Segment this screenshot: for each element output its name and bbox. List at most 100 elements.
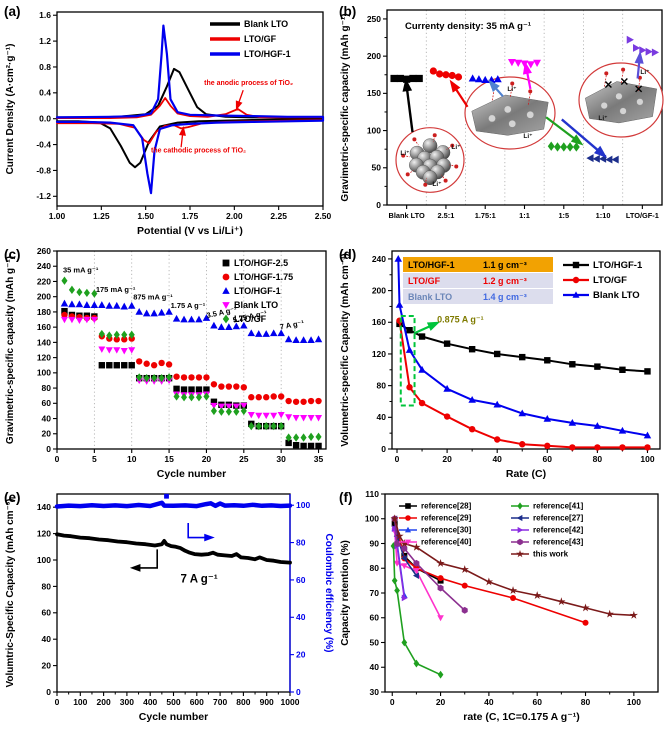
svg-text:80: 80 — [42, 581, 52, 591]
svg-text:30: 30 — [276, 454, 286, 464]
svg-text:1:10: 1:10 — [596, 211, 611, 220]
svg-text:100: 100 — [627, 697, 641, 707]
svg-text:50: 50 — [370, 637, 380, 647]
series-blank-lto — [390, 74, 423, 83]
svg-text:1.4 g cm⁻³: 1.4 g cm⁻³ — [483, 292, 527, 302]
svg-text:(c): (c) — [4, 247, 21, 262]
svg-text:the cathodic process of TiO₂: the cathodic process of TiO₂ — [151, 147, 246, 154]
svg-text:Li⁺: Li⁺ — [523, 133, 532, 140]
series-lto-hgf-1 — [396, 320, 651, 375]
svg-text:-0.4: -0.4 — [36, 139, 51, 149]
svg-text:1.25: 1.25 — [93, 211, 110, 221]
svg-text:40: 40 — [42, 634, 52, 644]
decor-sheet-1: Li⁺ Li⁺ — [464, 76, 556, 150]
svg-text:40: 40 — [370, 662, 380, 672]
panel-d-cell: 0 20 40 60 80 100 Rate (C) 0 40 80 120 160 200 240 Vol… — [335, 243, 670, 486]
svg-text:reference[42]: reference[42] — [533, 526, 584, 535]
svg-text:7 A g⁻¹: 7 A g⁻¹ — [279, 318, 305, 331]
svg-text:Li⁺: Li⁺ — [432, 181, 441, 188]
svg-text:140: 140 — [37, 337, 51, 347]
svg-text:0: 0 — [46, 444, 51, 454]
svg-text:Blank LTO: Blank LTO — [389, 211, 426, 220]
svg-text:20: 20 — [42, 429, 52, 439]
svg-text:0.875 A g⁻¹: 0.875 A g⁻¹ — [437, 314, 484, 324]
svg-text:0.0: 0.0 — [39, 114, 51, 124]
svg-text:150: 150 — [367, 88, 381, 98]
svg-text:(a): (a) — [4, 4, 21, 19]
svg-text:500: 500 — [166, 697, 180, 707]
svg-text:20: 20 — [42, 660, 52, 670]
svg-text:1:5: 1:5 — [558, 211, 569, 220]
svg-text:LTO/GF-1: LTO/GF-1 — [626, 211, 659, 220]
svg-text:875 mA g⁻¹: 875 mA g⁻¹ — [133, 293, 173, 302]
svg-text:35 mA g⁻¹: 35 mA g⁻¹ — [63, 265, 99, 274]
series-this-work — [390, 514, 638, 619]
svg-text:0.8: 0.8 — [39, 62, 51, 72]
series-ce-outlier — [164, 493, 169, 499]
svg-text:Volumtric-Specific Capacity (m: Volumtric-Specific Capacity (mAh cm⁻³) — [5, 498, 16, 687]
svg-text:20: 20 — [442, 454, 452, 464]
svg-text:260: 260 — [37, 246, 51, 256]
svg-text:800: 800 — [236, 697, 250, 707]
svg-text:900: 900 — [260, 697, 274, 707]
svg-text:60: 60 — [42, 398, 52, 408]
svg-text:25: 25 — [239, 454, 249, 464]
svg-text:220: 220 — [37, 276, 51, 286]
svg-text:reference[43]: reference[43] — [533, 538, 584, 547]
svg-text:60: 60 — [543, 454, 553, 464]
svg-text:60: 60 — [42, 608, 52, 618]
svg-text:100: 100 — [37, 368, 51, 378]
svg-text:100: 100 — [367, 125, 381, 135]
svg-text:Li⁺: Li⁺ — [507, 86, 516, 93]
series-coulombic-efficiency — [54, 500, 293, 509]
svg-text:LTO/GF: LTO/GF — [234, 314, 267, 324]
svg-text:Cycle number: Cycle number — [157, 468, 226, 480]
series-1-75-1 — [468, 74, 502, 84]
svg-text:160: 160 — [37, 322, 51, 332]
series-2-5-1 — [429, 67, 463, 81]
svg-text:(e): (e) — [4, 490, 21, 505]
series-capacity — [55, 532, 292, 565]
svg-text:160: 160 — [372, 317, 386, 327]
svg-text:100: 100 — [73, 697, 87, 707]
svg-text:140: 140 — [37, 502, 51, 512]
legend-f: reference[28] reference[29] reference[30] r… — [399, 502, 584, 559]
svg-text:LTO/HGF-1.75: LTO/HGF-1.75 — [234, 272, 293, 282]
series-1-1 — [507, 59, 542, 69]
svg-text:20: 20 — [296, 650, 306, 660]
svg-text:Rate (C): Rate (C) — [506, 468, 546, 480]
svg-text:-1.2: -1.2 — [36, 191, 51, 201]
svg-text:40: 40 — [377, 412, 387, 422]
panel-a: 1.00 1.25 1.50 1.75 2.00 2.25 2.50 Potential (V… — [4, 4, 332, 237]
svg-text:100: 100 — [365, 514, 379, 524]
svg-text:80: 80 — [377, 381, 387, 391]
svg-text:60: 60 — [296, 575, 306, 585]
svg-text:30: 30 — [370, 687, 380, 697]
svg-text:Blank LTO: Blank LTO — [593, 290, 640, 301]
panel-b-cell: Blank LTO 2.5:1 1.75:1 1:1 1:5 1:10 LTO/GF-1 0 5… — [335, 0, 670, 243]
svg-text:80: 80 — [296, 537, 306, 547]
svg-text:Li⁺: Li⁺ — [598, 115, 607, 122]
svg-text:1000: 1000 — [281, 697, 300, 707]
svg-text:40: 40 — [484, 697, 494, 707]
svg-text:2.50: 2.50 — [315, 211, 332, 221]
svg-text:250: 250 — [367, 14, 381, 24]
svg-text:1.00: 1.00 — [49, 211, 66, 221]
svg-text:1.75: 1.75 — [182, 211, 199, 221]
series-reference-41- — [390, 542, 444, 679]
svg-text:(d): (d) — [339, 247, 356, 262]
svg-text:120: 120 — [372, 349, 386, 359]
svg-text:180: 180 — [37, 307, 51, 317]
svg-text:Coulombic efficiency (%): Coulombic efficiency (%) — [323, 534, 334, 653]
svg-text:Li⁺: Li⁺ — [640, 69, 649, 76]
svg-text:1:1: 1:1 — [519, 211, 530, 220]
svg-text:2.00: 2.00 — [226, 211, 243, 221]
series-lto-hgf-1 — [55, 24, 325, 195]
svg-text:2.25: 2.25 — [270, 211, 287, 221]
svg-text:0: 0 — [381, 444, 386, 454]
svg-text:240: 240 — [372, 254, 386, 264]
svg-text:-0.8: -0.8 — [36, 165, 51, 175]
svg-text:reference[30]: reference[30] — [421, 526, 472, 535]
svg-text:40: 40 — [42, 413, 52, 423]
